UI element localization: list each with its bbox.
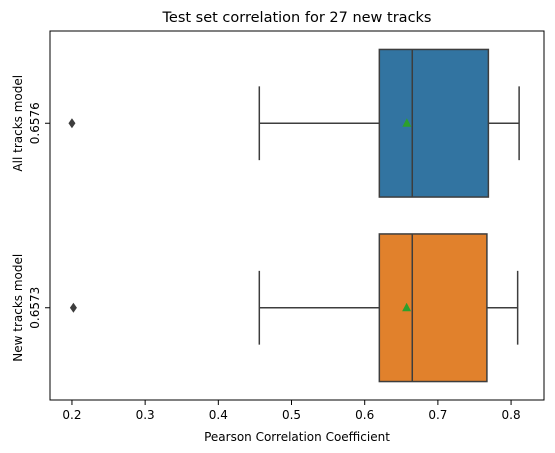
box-group-1	[69, 233, 519, 383]
x-tick-label-6: 0.8	[502, 408, 521, 422]
box-iqr	[378, 233, 488, 383]
outlier-point	[68, 118, 76, 129]
x-tick-label-0: 0.2	[62, 408, 81, 422]
x-tick-label-4: 0.6	[355, 408, 374, 422]
mean-marker	[402, 118, 412, 127]
plot-area-frame	[49, 30, 545, 401]
x-tick-label-2: 0.4	[209, 408, 228, 422]
mean-marker	[402, 302, 412, 312]
x-axis-label: Pearson Correlation Coefficient	[204, 430, 390, 444]
y-tick-label-0-line2: 0.6576	[28, 102, 42, 144]
x-tick-label-1: 0.3	[136, 408, 155, 422]
outlier-point	[69, 302, 77, 313]
y-tick-label-1-line2: 0.6573	[28, 287, 42, 329]
y-tick-label-1-line1: New tracks model	[11, 254, 25, 362]
box-group-0	[68, 48, 520, 198]
chart-title: Test set correlation for 27 new tracks	[162, 10, 432, 26]
y-tick-label-0-line1: All tracks model	[11, 75, 25, 172]
x-tick-label-5: 0.7	[428, 408, 447, 422]
box-iqr	[378, 48, 490, 198]
x-tick-label-3: 0.5	[282, 408, 301, 422]
